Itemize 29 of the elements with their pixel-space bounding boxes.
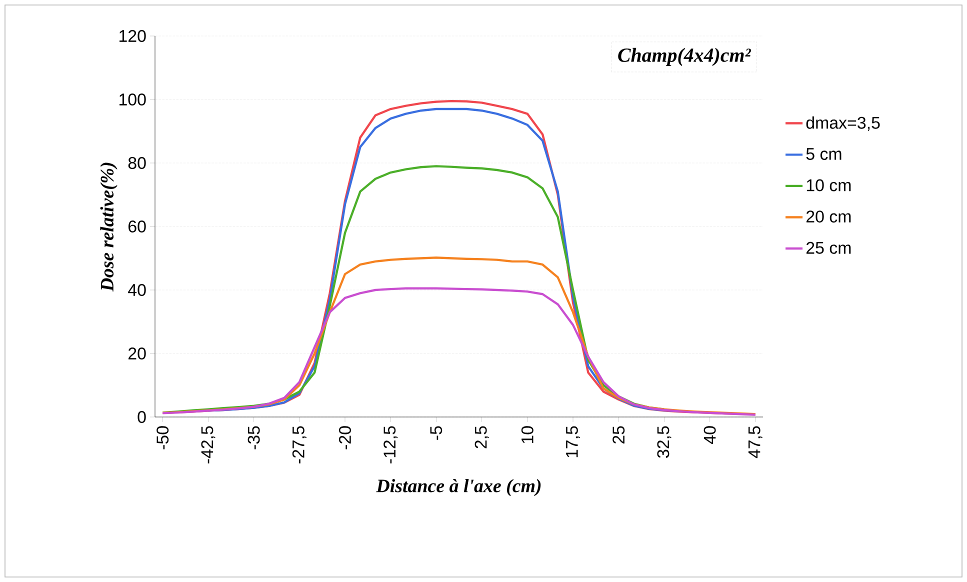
y-tick-label: 40 [128,284,146,296]
x-tick-label: -12,5 [384,426,398,464]
x-axis-title: Distance à l'axe (cm) [376,478,541,496]
legend-label: 10 cm [806,179,851,192]
x-tick-label: -27,5 [292,426,306,464]
legend-label: 5 cm [806,148,842,160]
legend-label: 25 cm [806,242,851,254]
x-tick-label: 47,5 [748,426,762,458]
x-tick-label: -50 [156,426,169,450]
y-axis-title: Dose relative(%) [100,162,118,292]
y-tick-label: 20 [128,348,146,360]
x-tick-label: -5 [430,426,442,440]
y-tick-label: 80 [128,157,146,169]
x-tick-label: -42,5 [201,426,216,464]
x-tick-label: 32,5 [657,426,672,458]
x-tick-label: -35 [248,426,260,450]
legend-label: 20 cm [806,210,851,223]
y-tick-label: 0 [138,411,146,423]
legend-label: dmax=3,5 [806,116,880,131]
x-tick-label: 2,5 [474,426,489,448]
y-tick-label: 60 [128,220,146,232]
y-tick-label: 120 [120,30,146,42]
x-tick-label: 40 [704,426,716,444]
x-tick-label: 10 [521,426,534,444]
y-tick-label: 100 [120,93,146,106]
x-tick-label: 25 [612,426,625,444]
x-tick-label: 17,5 [566,426,580,458]
text: Champ(4x4)cm² [618,48,752,66]
x-tick-label: -20 [339,426,352,450]
